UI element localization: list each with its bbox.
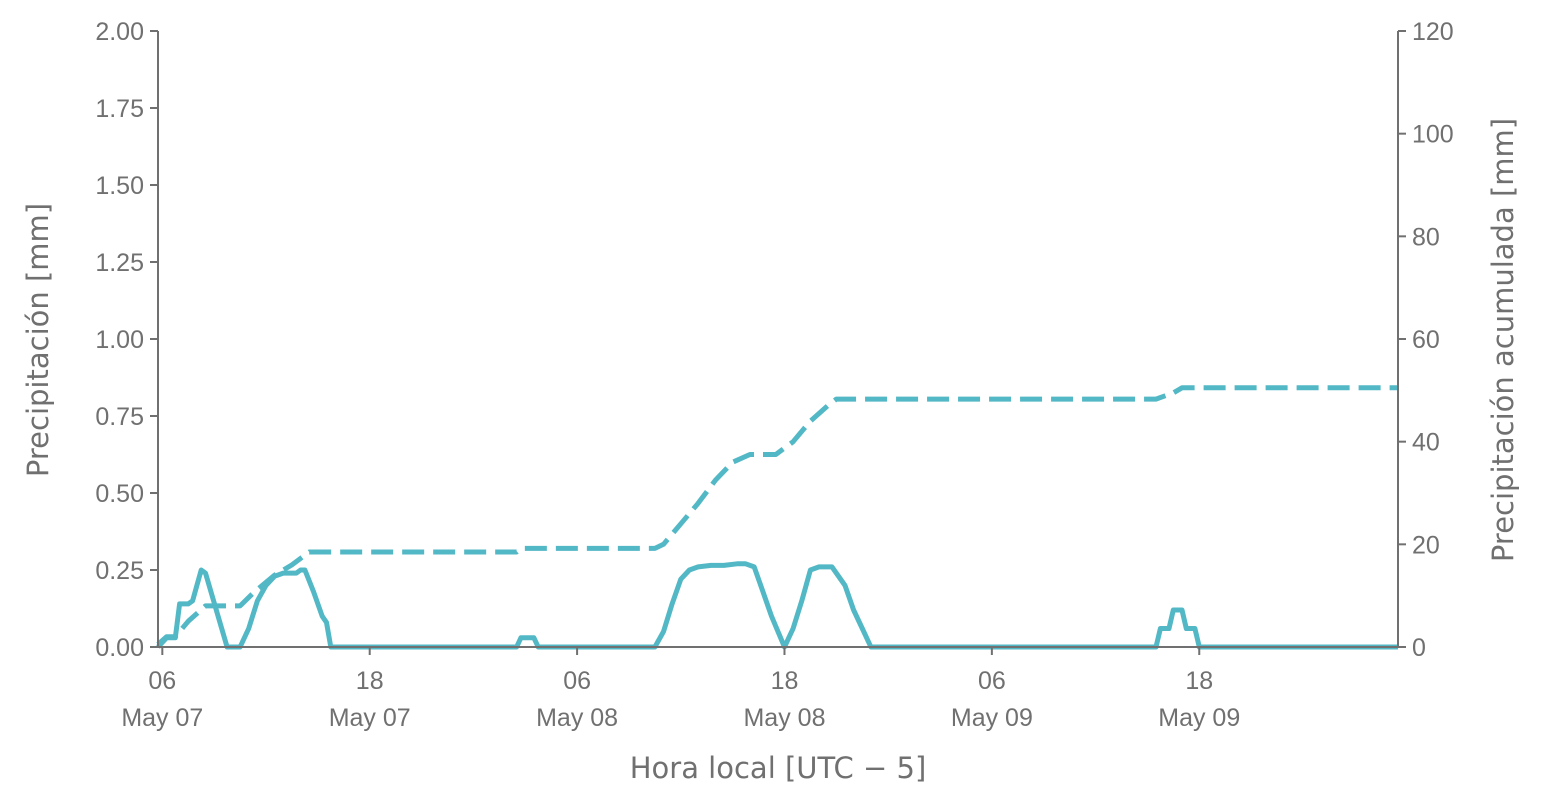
x-tick-label-hour: 06: [148, 667, 176, 695]
x-tick-label-date: May 08: [536, 704, 618, 732]
right-axis: 0 20 40 60 80 100 120: [1398, 18, 1454, 662]
y-left-tick-label: 1.25: [95, 249, 144, 277]
y-axis-left-title: Precipitación [mm]: [21, 203, 55, 477]
x-axis: 06 May 07 18 May 07 06 May 08 18 May 08 06 May 09…: [121, 647, 1240, 732]
x-tick-label-hour: 06: [978, 667, 1006, 695]
y-right-tick-label: 100: [1412, 121, 1454, 149]
y-right-tick-label: 80: [1412, 223, 1440, 251]
y-right-tick-label: 60: [1412, 326, 1440, 354]
y-right-tick-label: 40: [1412, 429, 1440, 457]
x-axis-title: Hora local [UTC − 5]: [630, 751, 927, 785]
y-right-tick-label: 0: [1412, 634, 1426, 662]
x-tick-label-hour: 18: [771, 667, 799, 695]
left-axis: 0.00 0.25 0.50 0.75 1.00 1.25 1.50 1.75 2.00: [95, 18, 158, 662]
series-accumulated-line: [156, 385, 1398, 647]
x-tick-label-date: May 07: [121, 704, 203, 732]
y-left-tick-label: 0.25: [95, 557, 144, 585]
x-tick-label-hour: 18: [1185, 667, 1213, 695]
y-right-tick-label: 120: [1412, 18, 1454, 46]
y-left-tick-label: 1.50: [95, 172, 144, 200]
y-left-tick-label: 0.75: [95, 403, 144, 431]
series-precipitation-line: [156, 561, 1398, 650]
y-left-tick-label: 1.75: [95, 95, 144, 123]
x-tick-label-hour: 06: [563, 667, 591, 695]
y-left-tick-label: 2.00: [95, 18, 144, 46]
axes-frame: [157, 31, 1399, 648]
y-axis-right-title: Precipitación acumulada [mm]: [1486, 118, 1520, 562]
x-tick-label-date: May 07: [329, 704, 411, 732]
y-right-tick-label: 20: [1412, 531, 1440, 559]
series-layer: [156, 385, 1398, 650]
x-tick-label-date: May 09: [1158, 704, 1240, 732]
x-tick-label-date: May 08: [743, 704, 825, 732]
x-tick-label-hour: 18: [356, 667, 384, 695]
y-left-tick-label: 1.00: [95, 326, 144, 354]
y-left-tick-label: 0.50: [95, 480, 144, 508]
x-tick-label-date: May 09: [951, 704, 1033, 732]
y-left-tick-label: 0.00: [95, 634, 144, 662]
